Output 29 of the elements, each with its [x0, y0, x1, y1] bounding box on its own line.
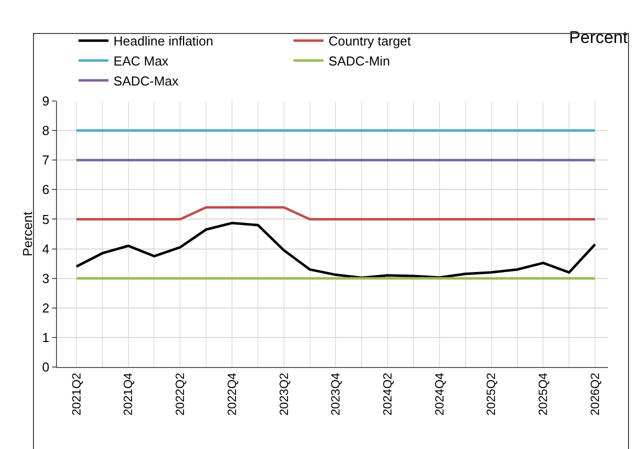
legend-label: EAC Max: [114, 54, 169, 69]
x-tick-label: 2023Q4: [328, 372, 343, 416]
y-axis-title: Percent: [20, 211, 36, 256]
y-tick-label: 0: [42, 360, 50, 375]
y-tick-label: 5: [42, 212, 50, 227]
y-tick-label: 7: [42, 152, 50, 168]
x-tick-label: 2024Q2: [380, 372, 394, 416]
x-tick-label: 2026Q2: [588, 372, 602, 416]
legend-label: Headline inflation: [114, 34, 214, 49]
x-tick-label: 2021Q4: [121, 372, 136, 416]
x-tick-label: 2021Q2: [69, 372, 84, 416]
x-tick-label: 2022Q2: [173, 372, 188, 416]
text: Percent: [569, 28, 628, 47]
y-tick-label: 4: [42, 241, 50, 256]
x-tick-label: 2023Q2: [276, 372, 291, 416]
y-tick-label: 8: [42, 123, 50, 138]
legend-label: SADC-Max: [114, 74, 180, 88]
line-series: [75, 222, 596, 279]
y-tick-label: 6: [42, 182, 50, 198]
legend-label: Country target: [328, 34, 412, 49]
y-tick-label: 2: [42, 300, 50, 316]
legend-label: SADC-Min: [328, 54, 390, 69]
y-tick-label: 9: [42, 94, 50, 109]
x-tick-label: 2025Q4: [536, 372, 550, 416]
x-tick-label: 2022Q4: [224, 372, 239, 416]
x-tick-label: 2024Q4: [432, 372, 446, 416]
y-tick-label: 3: [42, 270, 50, 286]
y-tick-label: 1: [42, 330, 50, 345]
x-tick-label: 2025Q2: [484, 372, 498, 416]
